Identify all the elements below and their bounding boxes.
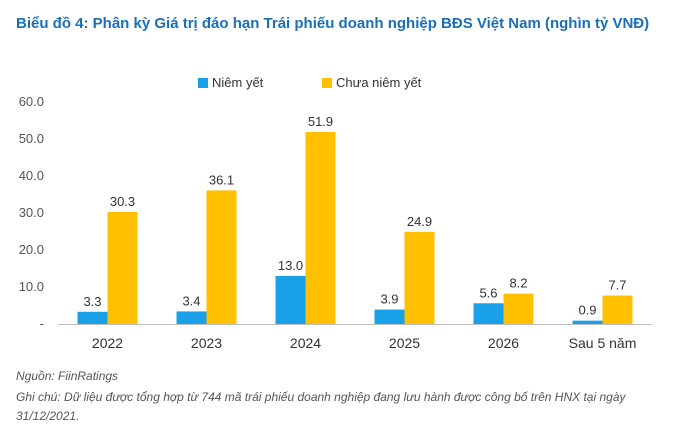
bar-listed [176, 311, 207, 324]
legend-label-listed: Niêm yết [212, 75, 264, 90]
data-label-listed: 5.6 [479, 285, 497, 300]
bar-unlisted [107, 211, 138, 324]
x-tick-label: 2026 [488, 335, 519, 351]
bar-listed [77, 311, 108, 324]
data-label-listed: 3.4 [182, 293, 200, 308]
data-label-listed: 13.0 [278, 258, 303, 273]
y-tick-label: 40.0 [19, 168, 44, 183]
bar-listed [473, 303, 504, 324]
bar-unlisted [404, 231, 435, 324]
x-tick-label: 2025 [389, 335, 420, 351]
y-tick-label: - [40, 316, 44, 331]
data-label-unlisted: 24.9 [407, 214, 432, 229]
y-tick-label: 10.0 [19, 279, 44, 294]
bar-listed [572, 320, 603, 324]
x-tick-label: 2024 [290, 335, 321, 351]
bar-unlisted [305, 131, 336, 324]
bar-unlisted [206, 190, 237, 324]
data-label-unlisted: 36.1 [209, 172, 234, 187]
y-tick-label: 30.0 [19, 205, 44, 220]
legend: Niêm yết Chưa niêm yết [0, 74, 700, 92]
data-label-unlisted: 30.3 [110, 194, 135, 209]
legend-swatch-listed [198, 78, 208, 88]
x-tick-label: Sau 5 năm [569, 335, 637, 351]
y-tick-label: 20.0 [19, 242, 44, 257]
source-note: Nguồn: FiinRatings [16, 369, 119, 383]
legend-label-unlisted: Chưa niêm yết [336, 75, 422, 90]
data-label-unlisted: 8.2 [509, 276, 527, 291]
data-label-unlisted: 7.7 [608, 278, 626, 293]
data-label-listed: 3.9 [380, 292, 398, 307]
bar-unlisted [602, 295, 633, 324]
bar-listed [374, 309, 405, 324]
x-tick-label: 2022 [92, 335, 123, 351]
y-tick-label: 50.0 [19, 131, 44, 146]
y-tick-label: 60.0 [19, 94, 44, 109]
data-label-listed: 0.9 [578, 303, 596, 318]
footnote: Ghi chú: Dữ liệu được tổng hợp từ 744 mã… [16, 390, 626, 423]
bar-unlisted [503, 293, 534, 324]
legend-swatch-unlisted [322, 78, 332, 88]
chart-title: Biểu đồ 4: Phân kỳ Giá trị đáo hạn Trái … [16, 15, 650, 32]
bar-listed [275, 275, 306, 324]
x-tick-label: 2023 [191, 335, 222, 351]
data-label-listed: 3.3 [83, 294, 101, 309]
data-label-unlisted: 51.9 [308, 114, 333, 129]
